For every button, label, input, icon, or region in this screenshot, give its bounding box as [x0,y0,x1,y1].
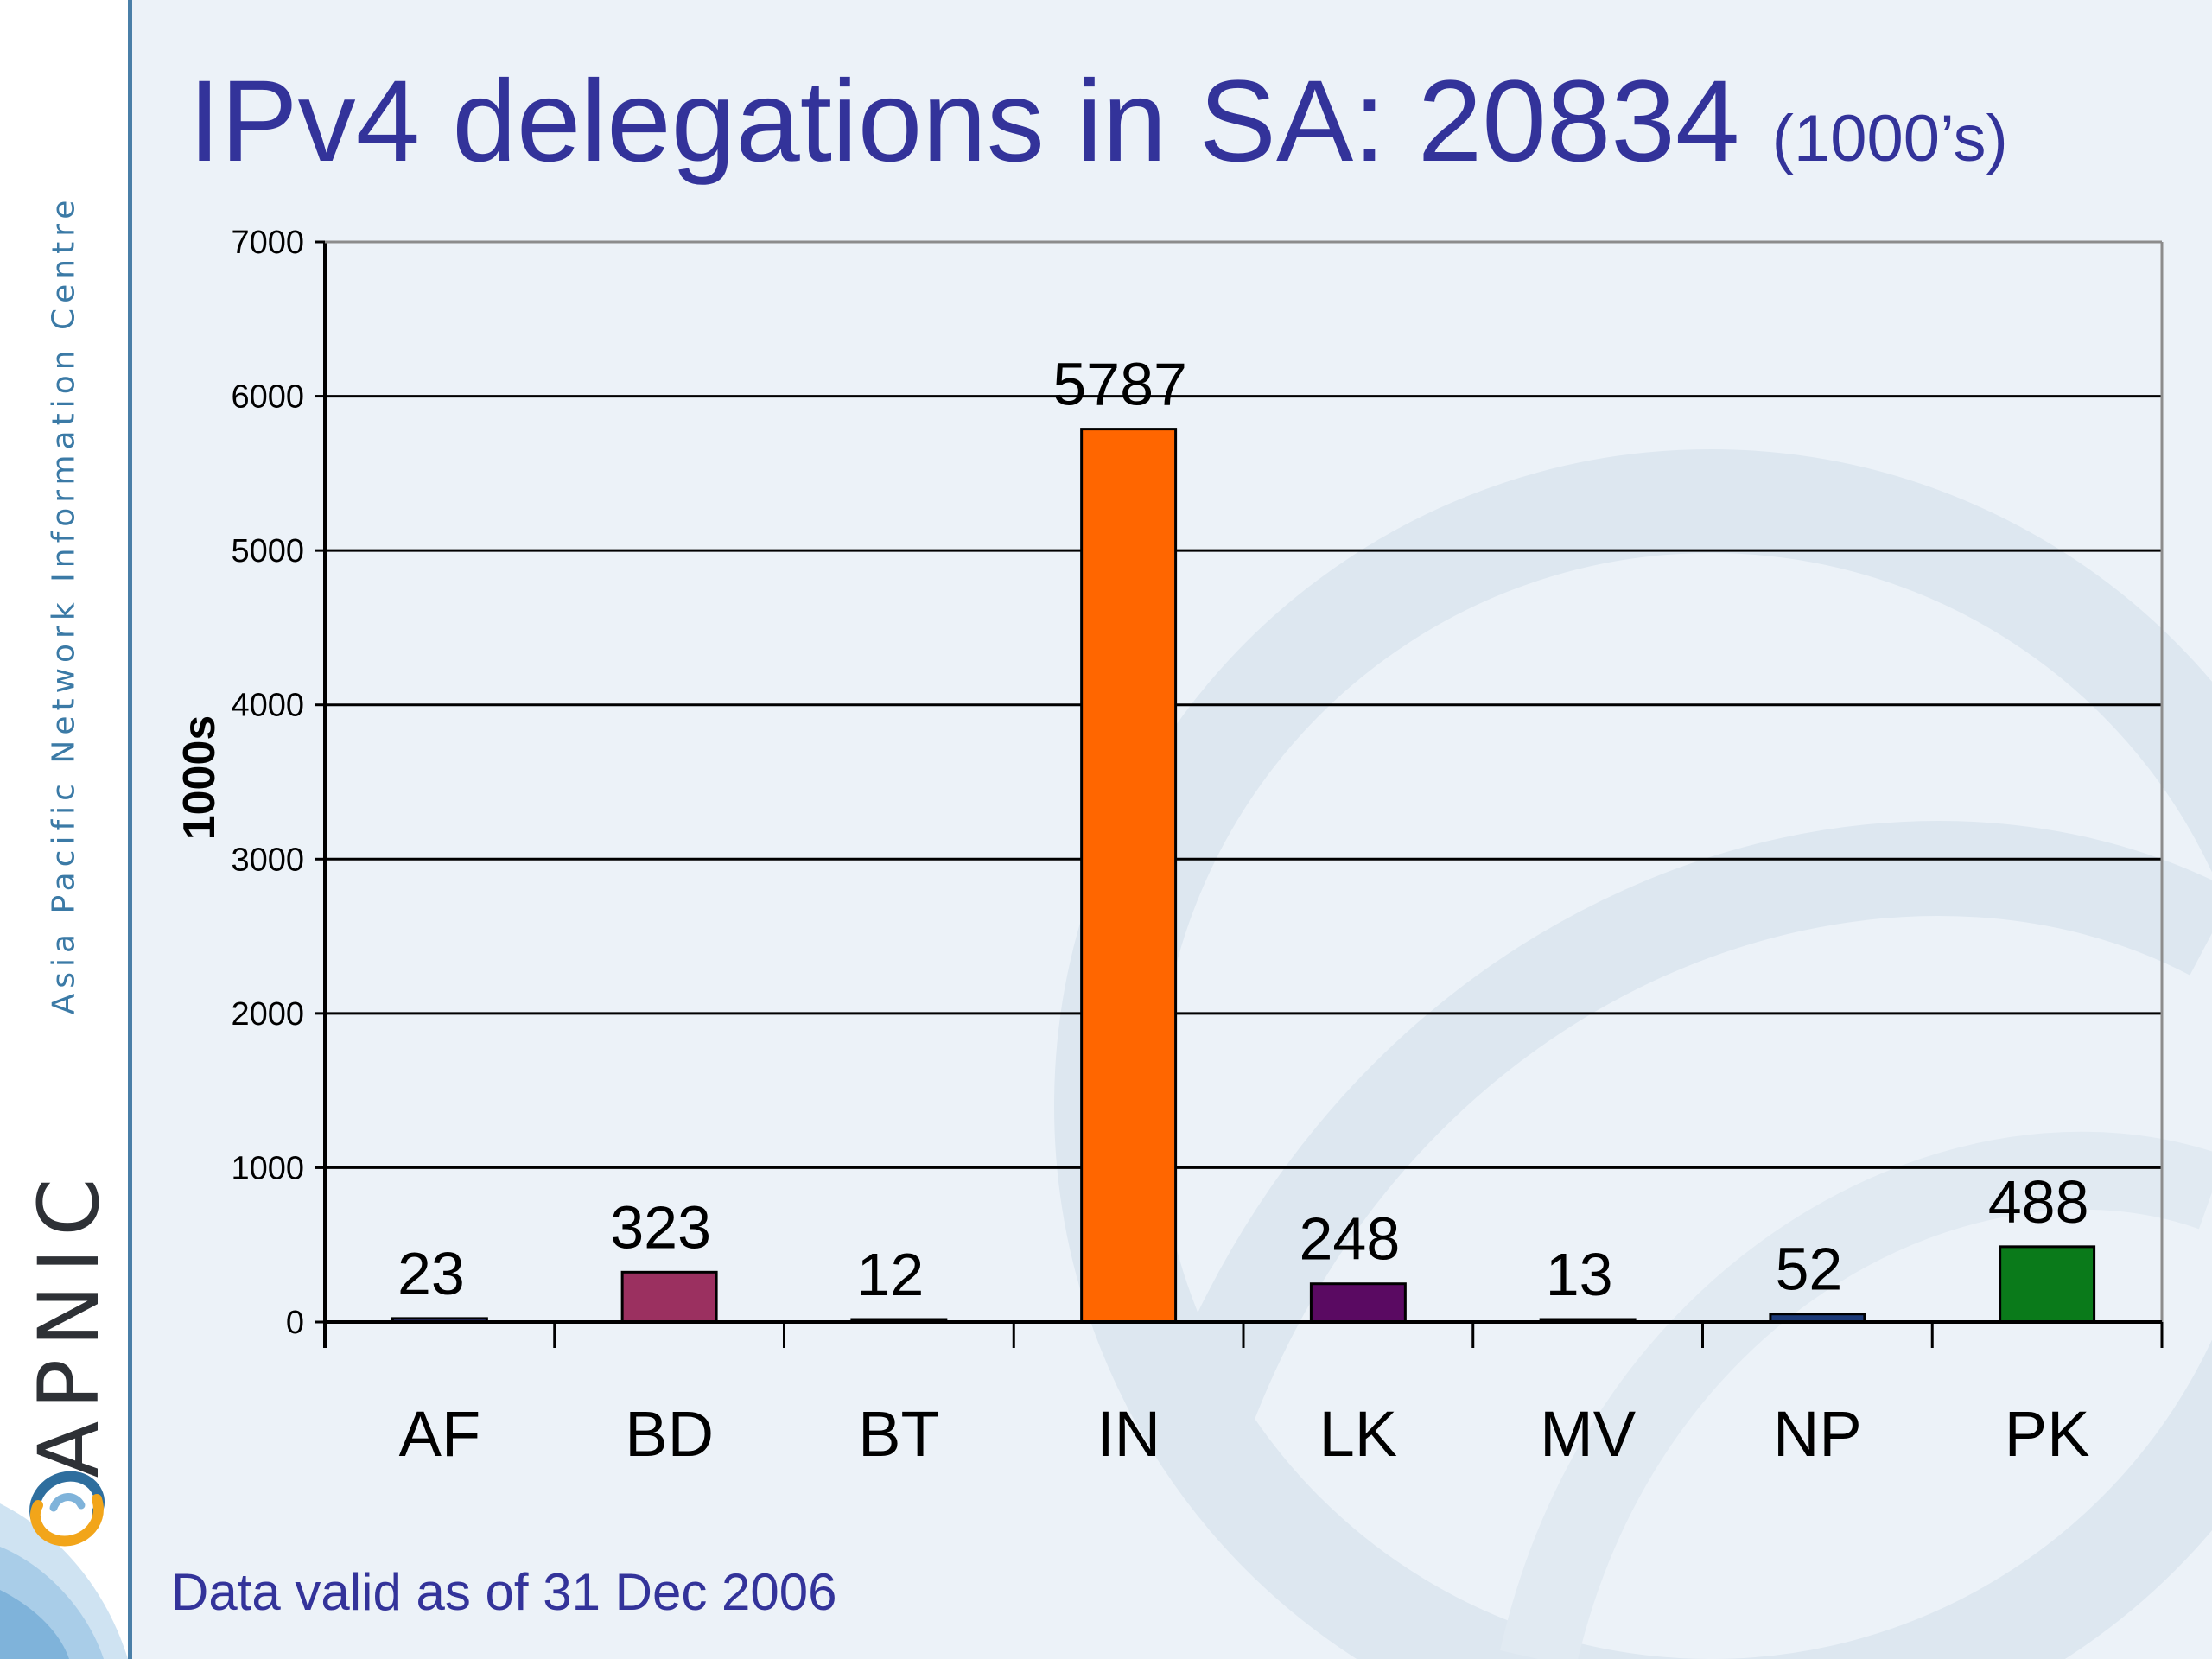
slide-title-unit: (1000’s) [1771,102,2008,175]
y-tick-label: 4000 [231,688,304,724]
y-axis-ticks: 0 1000 2000 3000 4000 5000 6000 7000 [231,225,325,1341]
data-label: 12 [856,1241,924,1308]
bar [1309,1282,1407,1324]
data-label: 52 [1775,1236,1842,1303]
footer-note: Data valid as of 31 Dec 2006 [171,1563,837,1621]
x-axis-labels: AF BD BT IN LK MV NP PK [399,1398,2090,1470]
data-label: 13 [1546,1241,1613,1308]
slide-title-main: IPv4 delegations in SA: 20834 [188,57,1740,186]
x-category-label: IN [1096,1398,1160,1470]
data-label: 488 [1988,1168,2089,1236]
gridlines [325,240,2162,1169]
corner-swoosh-decoration [0,1503,128,1659]
axes [323,240,2164,1348]
y-tick-label: 0 [286,1305,304,1341]
y-tick-label: 5000 [231,533,304,569]
x-category-label: AF [399,1398,481,1470]
sidebar: Asia Pacific Network Information Centre … [0,0,128,1659]
y-axis-title: 1000s [175,715,225,841]
x-category-label: NP [1773,1398,1862,1470]
x-category-label: BT [858,1398,940,1470]
bar [1999,1245,2096,1324]
data-labels: 23 323 12 5787 248 13 52 488 [397,351,2089,1308]
y-tick-label: 3000 [231,842,304,878]
data-label: 23 [397,1240,465,1307]
x-category-label: PK [2005,1398,2090,1470]
data-label: 248 [1299,1205,1400,1273]
bars [391,428,2096,1324]
sidebar-divider [128,0,132,1659]
x-category-label: BD [625,1398,714,1470]
y-tick-label: 6000 [231,379,304,416]
apnic-swirl-icon [29,1471,105,1547]
y-tick-label: 1000 [231,1150,304,1186]
slide-title: IPv4 delegations in SA: 20834 (1000’s) [188,64,2008,180]
y-tick-label: 2000 [231,996,304,1033]
bar [1080,428,1178,1324]
x-category-label: LK [1319,1398,1398,1470]
data-label: 5787 [1052,351,1187,418]
bar [620,1270,718,1324]
data-label: 323 [610,1193,711,1261]
x-category-label: MV [1540,1398,1637,1470]
y-tick-label: 7000 [231,225,304,261]
